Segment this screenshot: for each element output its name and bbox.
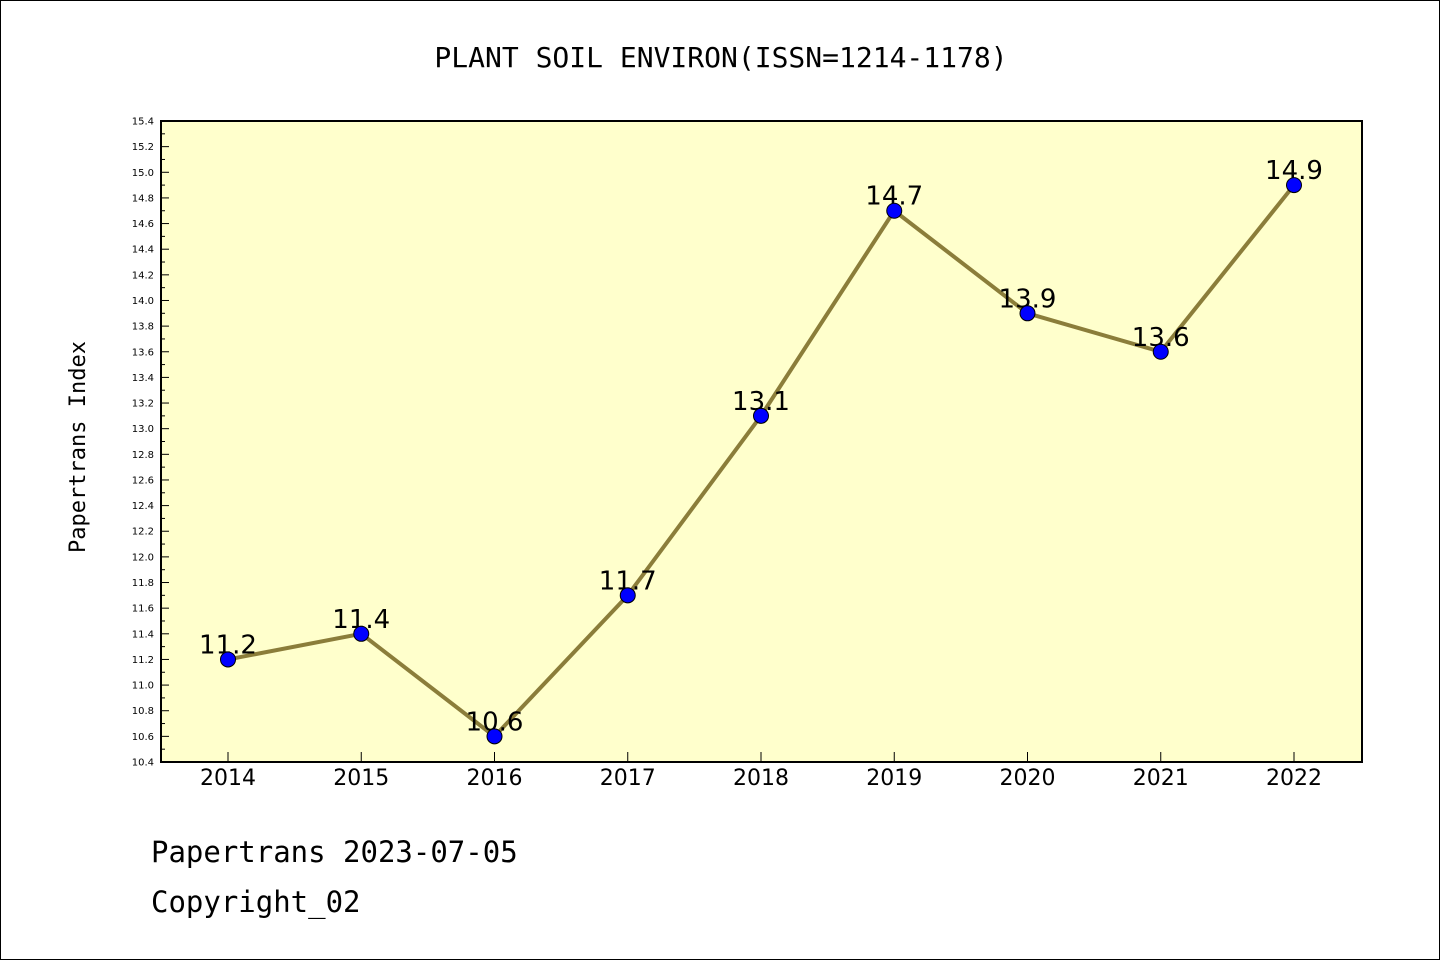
x-tick-label: 2019 (866, 766, 922, 791)
y-tick-label: 15.0 (132, 168, 154, 179)
y-tick-label: 11.8 (132, 578, 154, 589)
data-point (353, 625, 370, 642)
y-tick-label: 10.4 (132, 758, 154, 769)
data-point (1152, 343, 1169, 360)
data-point (220, 651, 236, 668)
data-point (486, 728, 503, 745)
x-tick-label: 2014 (200, 766, 256, 791)
y-tick-label: 13.8 (132, 322, 154, 333)
x-tick-label: 2017 (600, 766, 656, 791)
y-tick-label: 11.0 (132, 681, 154, 692)
y-tick-label: 13.0 (132, 424, 154, 435)
footer-copyright: Copyright_02 (151, 885, 361, 919)
x-tick-label: 2016 (467, 766, 523, 791)
x-tick-label: 2015 (333, 766, 389, 791)
y-tick-label: 14.0 (132, 296, 154, 307)
footer-date: Papertrans 2023-07-05 (151, 835, 518, 869)
y-tick-label: 15.4 (132, 117, 154, 128)
x-tick-label: 2020 (1000, 766, 1056, 791)
x-tick-label: 2018 (733, 766, 789, 791)
y-tick-label: 13.2 (132, 399, 154, 410)
data-point (619, 587, 636, 604)
x-axis-ticks: 2014 2015 2016 2017 2018 2019 2020 2021 2022 (200, 752, 1322, 791)
y-tick-label: 10.6 (132, 732, 154, 743)
plot-frame (160, 120, 1363, 763)
series-line: 11.211.410.611.713.114.713.913.614.9 (199, 156, 1323, 745)
y-tick-label: 11.2 (132, 655, 154, 666)
y-tick-label: 13.6 (132, 347, 154, 358)
y-tick-label: 12.6 (132, 475, 154, 486)
y-tick-label: 12.2 (132, 527, 154, 538)
y-axis-ticks: 10.4 10.6 10.8 11.0 11.2 11.4 11.6 11.8 12.0 12.2… (132, 117, 169, 769)
data-point (1019, 305, 1036, 322)
y-axis-label: Papertrans Index (66, 341, 91, 553)
y-tick-label: 11.4 (132, 629, 154, 640)
data-point (886, 202, 903, 219)
y-tick-label: 15.2 (132, 142, 154, 153)
y-tick-label: 12.0 (132, 552, 154, 563)
y-tick-label: 13.4 (132, 373, 154, 384)
y-tick-label: 11.6 (132, 604, 154, 615)
y-tick-label: 12.4 (132, 501, 154, 512)
chart-title: PLANT SOIL ENVIRON(ISSN=1214-1178) (434, 41, 1007, 74)
x-tick-label: 2022 (1266, 766, 1322, 791)
y-tick-label: 12.8 (132, 450, 154, 461)
plot-area (161, 121, 1362, 762)
data-point (753, 407, 769, 424)
y-tick-label: 14.4 (132, 245, 154, 256)
x-tick-label: 2021 (1133, 766, 1189, 791)
y-tick-label: 14.6 (132, 219, 154, 230)
y-tick-label: 14.8 (132, 193, 154, 204)
y-tick-label: 14.2 (132, 270, 154, 281)
y-tick-label: 10.8 (132, 706, 154, 717)
data-point (1286, 177, 1302, 194)
